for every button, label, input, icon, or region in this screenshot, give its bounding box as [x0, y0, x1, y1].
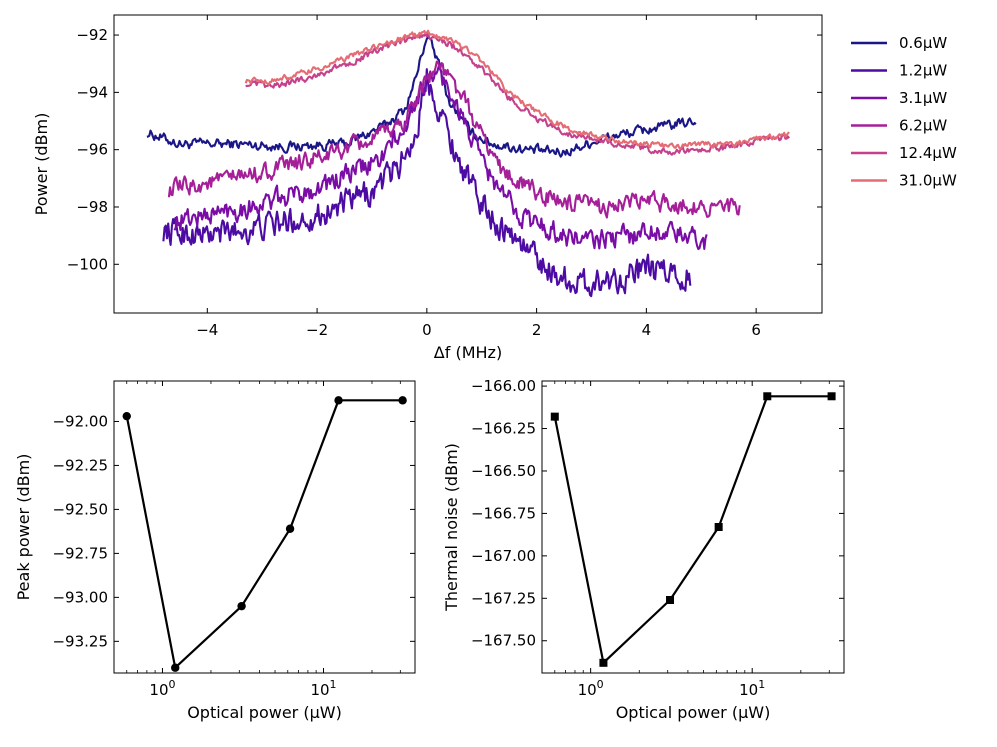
x-tick-exponent: 0 — [597, 678, 604, 691]
noise-chart: −166.00 −166.25 −166.50 −166.75 −167.00 −167.… — [442, 377, 845, 722]
y-tick-label: −92.00 — [52, 412, 108, 430]
legend-label-5: 31.0μW — [899, 172, 957, 190]
series-line — [125, 399, 403, 669]
y-tick-label: −96 — [76, 141, 108, 159]
x-tick-label: 101 — [739, 678, 765, 699]
series-line-2 — [173, 65, 708, 251]
x-tick-label: −2 — [306, 321, 328, 339]
legend-label-3: 6.2μW — [899, 117, 947, 135]
y-tick-label: −93.25 — [52, 632, 108, 650]
x-tick-label: 4 — [642, 321, 652, 339]
plot-frame — [113, 380, 416, 674]
legend-label-1: 1.2μW — [899, 62, 947, 80]
x-tick-exponent: 0 — [169, 678, 176, 691]
x-tick-exponent: 1 — [330, 678, 337, 691]
y-axis-label: Thermal noise (dBm) — [442, 443, 461, 612]
plot-frame — [541, 380, 845, 674]
legend: 0.6μW 1.2μW 3.1μW 6.2μW 12.4μW 31.0μW — [851, 34, 957, 190]
series-line-3 — [167, 60, 741, 219]
y-tick-label: −92.50 — [52, 500, 108, 518]
y-tick-label: −94 — [76, 83, 108, 101]
x-tick-exponent: 1 — [758, 678, 765, 691]
data-point — [763, 392, 772, 401]
x-tick-label: 6 — [751, 321, 761, 339]
x-axis-label: Optical power (μW) — [187, 703, 342, 722]
x-tick-base: 10 — [310, 681, 329, 699]
x-tick-base: 10 — [578, 681, 597, 699]
y-tick-label: −167.25 — [471, 589, 536, 607]
data-point — [827, 392, 836, 401]
legend-label-0: 0.6μW — [899, 34, 947, 52]
data-point — [550, 412, 559, 421]
x-tick-label: 100 — [578, 678, 604, 699]
series-line — [553, 395, 832, 664]
y-tick-label: −166.25 — [471, 420, 536, 438]
data-point — [714, 523, 723, 531]
x-tick-base: 10 — [149, 681, 168, 699]
legend-label-2: 3.1μW — [899, 89, 947, 107]
x-tick-label: 100 — [149, 678, 175, 699]
data-point — [237, 601, 246, 611]
data-point — [666, 596, 675, 604]
x-axis-label: Δf (MHz) — [434, 343, 502, 362]
y-tick-label: −92 — [76, 26, 108, 44]
y-tick-label: −100 — [67, 255, 108, 273]
data-point — [285, 524, 295, 533]
data-point — [398, 396, 407, 405]
y-tick-label: −167.00 — [471, 547, 536, 565]
data-point — [122, 411, 131, 421]
x-tick-label: 2 — [532, 321, 542, 339]
x-tick-base: 10 — [739, 681, 758, 699]
y-tick-label: −166.50 — [471, 462, 536, 480]
y-tick-label: −92.25 — [52, 456, 108, 474]
x-tick-label: 101 — [310, 678, 336, 699]
y-axis-label: Power (dBm) — [32, 113, 51, 216]
spectrum-chart: −92 −94 −96 −98 −100 −4 −2 0 2 4 6 Δf (MHz) Power (d… — [32, 14, 957, 362]
y-tick-label: −166.00 — [471, 377, 536, 395]
series-line-1 — [162, 68, 692, 298]
x-tick-label: 0 — [422, 321, 432, 339]
plot-frame — [113, 14, 823, 314]
y-tick-label: −166.75 — [471, 504, 536, 522]
y-tick-label: −98 — [76, 198, 108, 216]
y-tick-label: −93.00 — [52, 588, 108, 606]
y-tick-label: −167.50 — [471, 632, 536, 650]
x-axis-label: Optical power (μW) — [616, 703, 771, 722]
data-point — [334, 396, 343, 405]
y-tick-label: −92.75 — [52, 544, 108, 562]
data-point — [171, 663, 180, 672]
series-line-4 — [245, 31, 790, 156]
x-tick-label: −4 — [196, 321, 218, 339]
legend-label-4: 12.4μW — [899, 144, 957, 162]
data-point — [599, 658, 608, 667]
series-line-5 — [244, 29, 790, 150]
y-axis-label: Peak power (dBm) — [14, 454, 33, 601]
